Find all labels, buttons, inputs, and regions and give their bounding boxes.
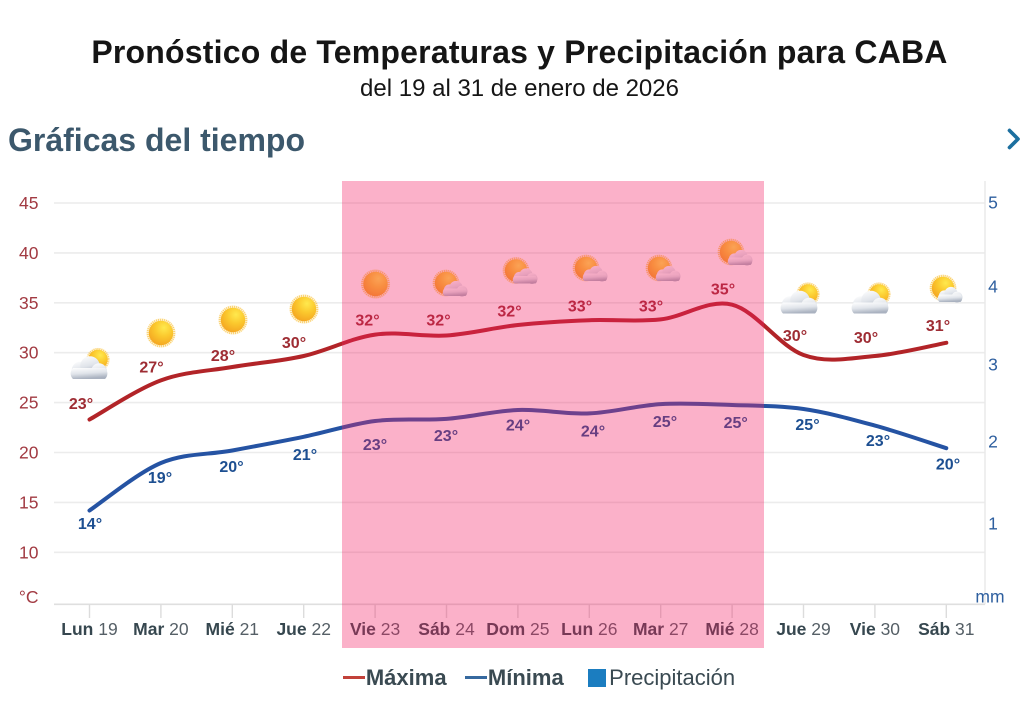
svg-text:24°: 24° — [581, 424, 605, 441]
svg-text:23°: 23° — [363, 437, 387, 454]
svg-text:20°: 20° — [936, 457, 960, 474]
svg-text:33°: 33° — [568, 299, 592, 316]
svg-text:20: 20 — [19, 443, 39, 463]
svg-text:15: 15 — [19, 492, 38, 512]
svg-text:Jue 22: Jue 22 — [276, 619, 331, 639]
svg-text:Vie 23: Vie 23 — [350, 619, 400, 639]
svg-text:Sáb 31: Sáb 31 — [918, 619, 974, 639]
svg-text:23°: 23° — [69, 396, 93, 413]
svg-text:32°: 32° — [497, 304, 521, 321]
svg-text:2: 2 — [988, 432, 998, 452]
svg-text:10: 10 — [19, 542, 39, 562]
svg-text:30°: 30° — [783, 328, 807, 345]
svg-text:20°: 20° — [219, 459, 243, 476]
svg-text:45: 45 — [19, 193, 38, 213]
svg-text:30°: 30° — [854, 330, 878, 347]
svg-text:28°: 28° — [211, 348, 235, 365]
svg-text:24°: 24° — [506, 418, 530, 435]
svg-text:4: 4 — [988, 276, 998, 296]
svg-text:Mié 28: Mié 28 — [705, 619, 759, 639]
svg-text:Jue 29: Jue 29 — [776, 619, 831, 639]
svg-text:25°: 25° — [795, 417, 819, 434]
svg-text:5: 5 — [988, 193, 998, 213]
svg-text:14°: 14° — [78, 516, 102, 533]
svg-text:mm: mm — [975, 587, 1004, 607]
svg-text:35°: 35° — [711, 282, 735, 299]
svg-text:Mar 20: Mar 20 — [133, 619, 189, 639]
svg-text:25: 25 — [19, 393, 38, 413]
svg-text:25°: 25° — [724, 415, 748, 432]
svg-text:Dom 25: Dom 25 — [486, 619, 549, 639]
svg-text:Sáb 24: Sáb 24 — [418, 619, 475, 639]
svg-text:30: 30 — [19, 343, 39, 363]
svg-text:19°: 19° — [148, 470, 172, 487]
svg-text:Lun 26: Lun 26 — [561, 619, 617, 639]
svg-text:25°: 25° — [653, 414, 677, 431]
svg-text:Vie 30: Vie 30 — [850, 619, 901, 639]
svg-text:1: 1 — [988, 514, 998, 534]
svg-text:35: 35 — [19, 293, 38, 313]
svg-text:32°: 32° — [426, 313, 450, 330]
svg-text:27°: 27° — [139, 360, 163, 377]
svg-text:21°: 21° — [293, 447, 317, 464]
svg-text:°C: °C — [19, 587, 39, 607]
svg-text:32°: 32° — [355, 313, 379, 330]
svg-text:31°: 31° — [926, 318, 950, 335]
svg-text:Mar 27: Mar 27 — [633, 619, 688, 639]
svg-text:Lun 19: Lun 19 — [61, 619, 117, 639]
svg-text:33°: 33° — [639, 299, 663, 316]
svg-text:3: 3 — [988, 355, 998, 375]
svg-text:40: 40 — [19, 243, 39, 263]
svg-text:23°: 23° — [866, 433, 890, 450]
svg-text:23°: 23° — [434, 428, 458, 445]
svg-text:Mié 21: Mié 21 — [206, 619, 260, 639]
svg-text:30°: 30° — [282, 335, 306, 352]
